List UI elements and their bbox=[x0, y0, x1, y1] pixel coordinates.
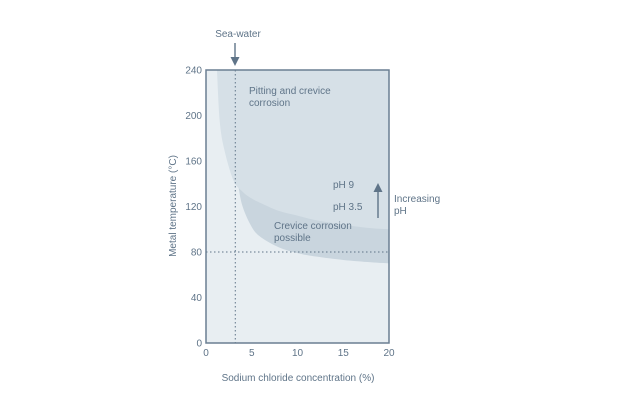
y-tick-label: 80 bbox=[191, 248, 203, 259]
ph-9-label: pH 9 bbox=[333, 180, 355, 191]
x-tick-label: 20 bbox=[383, 348, 395, 359]
increasing-ph-arrow bbox=[373, 183, 383, 218]
x-tick-label: 5 bbox=[249, 348, 255, 359]
y-tick-label: 160 bbox=[185, 157, 202, 168]
plot-border bbox=[205, 69, 390, 344]
y-axis-title: Metal temperature (°C) bbox=[168, 155, 179, 257]
x-ticks: 0 5 10 15 20 bbox=[203, 348, 395, 359]
x-tick-label: 10 bbox=[292, 348, 304, 359]
x-tick-label: 0 bbox=[203, 348, 209, 359]
sea-water-label: Sea-water bbox=[215, 29, 261, 40]
x-axis-title: Sodium chloride concentration (%) bbox=[222, 373, 375, 384]
band-region-label: Crevice corrosion possible bbox=[274, 221, 355, 244]
increasing-ph-label: Increasing pH bbox=[394, 194, 443, 217]
y-tick-label: 240 bbox=[185, 66, 202, 77]
upper-region-label: Pitting and crevice corrosion bbox=[249, 86, 334, 109]
ph-3-5-label: pH 3.5 bbox=[333, 202, 363, 213]
y-ticks: 0 40 80 120 160 200 240 bbox=[185, 66, 202, 350]
y-tick-label: 120 bbox=[185, 202, 202, 213]
y-tick-label: 40 bbox=[191, 293, 203, 304]
x-tick-label: 15 bbox=[338, 348, 350, 359]
y-tick-label: 200 bbox=[185, 111, 202, 122]
sea-water-arrow bbox=[230, 43, 240, 66]
upper-region bbox=[216, 70, 389, 230]
y-tick-label: 0 bbox=[196, 339, 202, 350]
